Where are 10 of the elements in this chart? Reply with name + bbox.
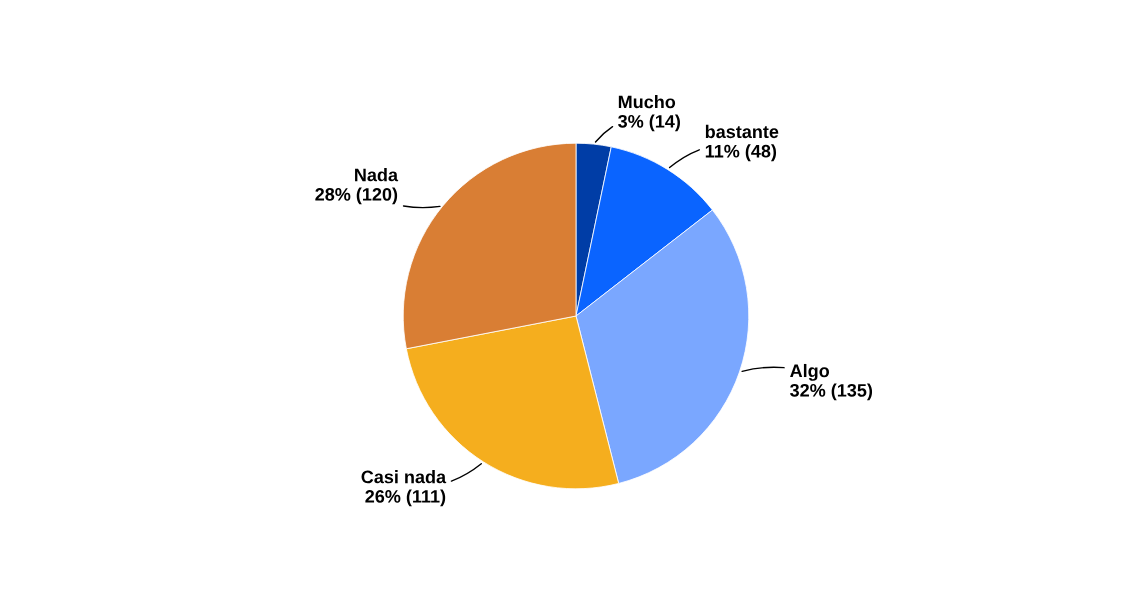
data-label: 28% (120) bbox=[315, 187, 398, 205]
slice-label: Mucho bbox=[618, 95, 676, 109]
data-label: 3% (14) bbox=[618, 114, 680, 132]
slice-label: Casi nada bbox=[361, 470, 447, 484]
data-label: 26% (111) bbox=[365, 489, 446, 507]
slice-label: Nada bbox=[355, 168, 399, 182]
data-label: 32% (135) bbox=[790, 383, 873, 401]
slice-label: bastante bbox=[705, 124, 779, 139]
data-label: 11% (48) bbox=[705, 144, 777, 162]
slice-label: Algo bbox=[790, 363, 830, 381]
